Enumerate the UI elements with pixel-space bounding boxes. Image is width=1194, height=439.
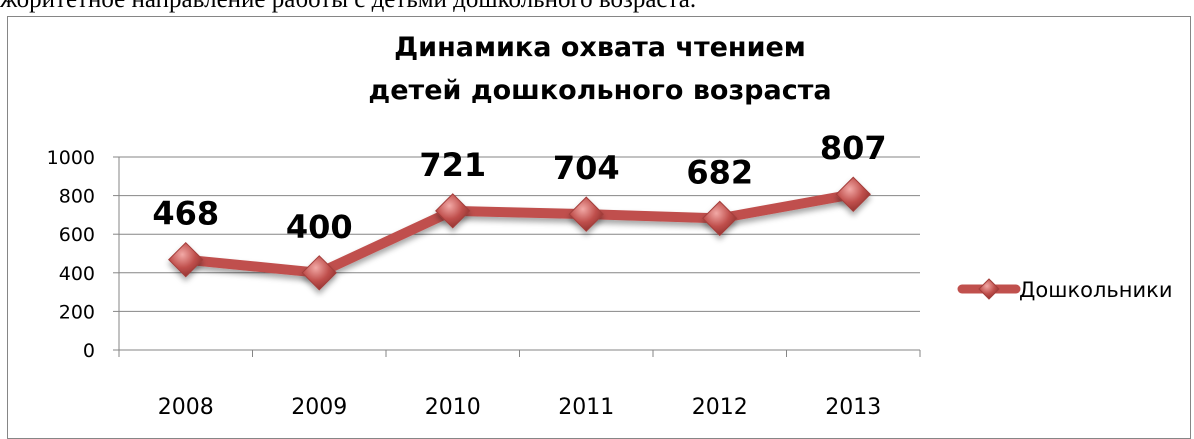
x-tick-label: 2011 [558,395,614,420]
data-point-marker [435,193,471,229]
x-tick-label: 2012 [692,395,748,420]
data-label: 807 [820,129,887,167]
legend-label: Дошкольники [1019,278,1173,302]
y-tick-label: 200 [59,301,95,323]
x-tick-label: 2010 [425,395,481,420]
data-point-marker [702,200,738,237]
chart-title-line-1: Динамика охвата чтением [394,32,806,63]
series-line [180,189,859,278]
y-tick-label: 600 [59,224,95,246]
data-label: 721 [419,146,486,184]
data-label: 400 [286,208,353,246]
y-tick-label: 0 [83,340,95,362]
data-point-marker [835,176,871,212]
data-label: 682 [686,153,753,191]
chart-frame [7,16,1191,439]
data-point-marker [168,241,204,278]
y-tick-label: 800 [59,186,95,208]
data-label: 704 [553,149,620,187]
y-tick-label: 1000 [47,147,95,169]
x-tick-label: 2009 [291,395,347,420]
legend-marker-swatch [978,278,1000,300]
page-text-fragment: жоритетное направление работы с детьми д… [0,0,1194,26]
data-point-marker [301,255,337,291]
data-label: 468 [152,195,219,233]
x-tick-label: 2013 [825,395,881,420]
data-point-marker [568,196,604,232]
chart-title-line-2: детей дошкольного возраста [368,75,831,106]
y-tick-label: 400 [59,263,95,285]
x-tick-label: 2008 [158,395,214,420]
